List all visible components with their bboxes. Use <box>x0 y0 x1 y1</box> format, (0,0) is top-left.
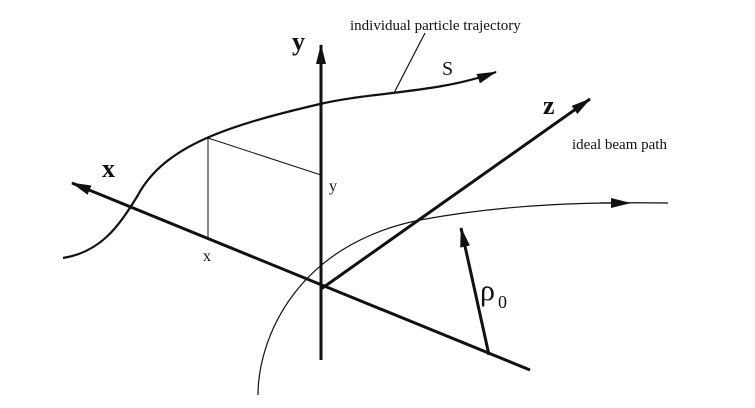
z-axis-line <box>320 97 591 291</box>
radius-arrow <box>459 227 491 356</box>
rho-subscript-label: 0 <box>498 292 507 312</box>
ideal-beam-path-curve <box>257 202 669 396</box>
particle-trajectory-curve <box>62 70 497 260</box>
x-coordinate-label: x <box>203 248 211 265</box>
y-axis-label: y <box>292 27 305 56</box>
y-projection-line <box>207 137 322 176</box>
trajectory-callout-line <box>393 32 426 94</box>
s-label: S <box>442 58 453 80</box>
x-axis-label: x <box>102 154 115 183</box>
z-axis-label: z <box>543 91 555 120</box>
x-axis-line <box>71 181 531 372</box>
ideal-beam-path-label: ideal beam path <box>572 137 667 153</box>
y-coordinate-label: y <box>329 178 337 195</box>
rho-label: ρ <box>480 274 495 307</box>
trajectory-label: individual particle trajectory <box>350 18 521 34</box>
